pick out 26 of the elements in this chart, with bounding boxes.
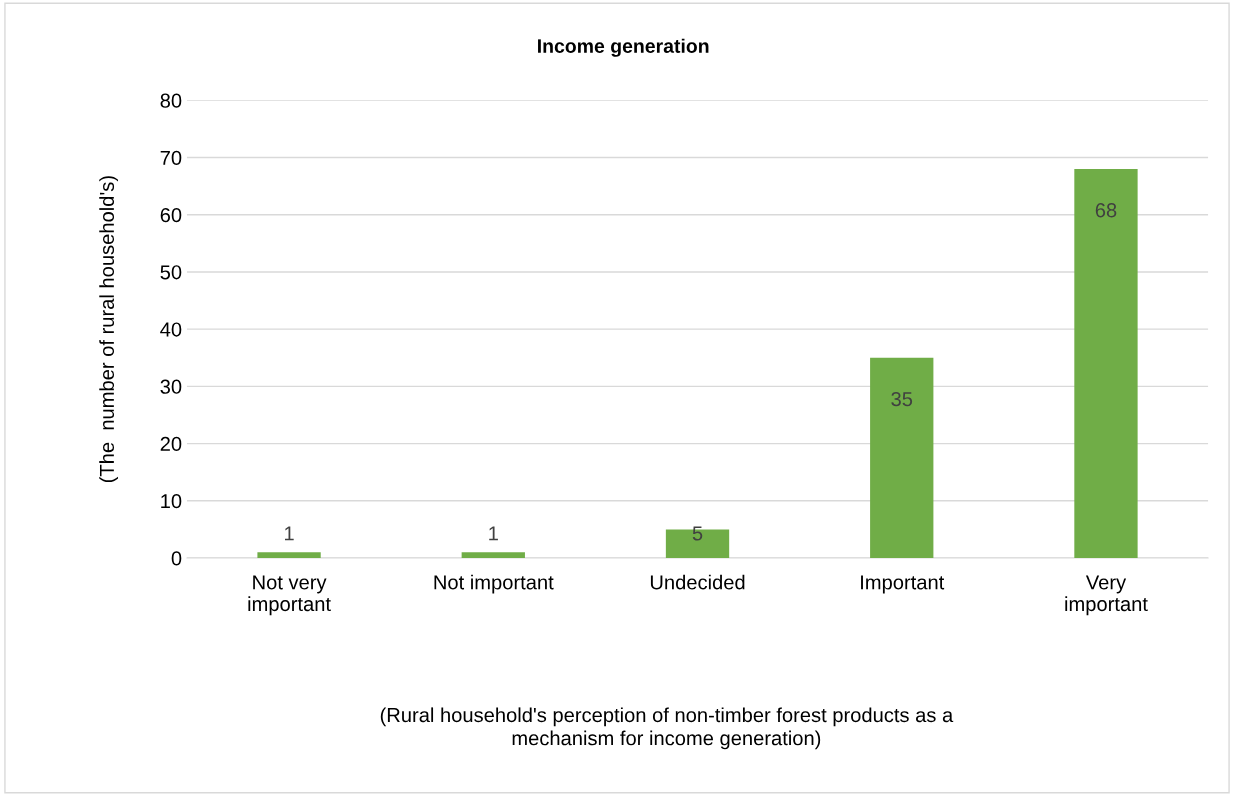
bar	[461, 552, 525, 558]
chart-title: Income generation	[538, 38, 709, 57]
y-tick-label: 60	[160, 207, 182, 223]
data-label: 35	[891, 391, 913, 407]
bar	[1074, 168, 1138, 558]
x-tick-label: Undecided	[650, 574, 745, 590]
y-tick-label: 0	[171, 551, 182, 566]
x-tick-label: Not important	[434, 574, 554, 594]
y-tick-label: 40	[160, 322, 182, 337]
y-tick-label: 70	[160, 150, 182, 165]
y-tick-label: 30	[160, 379, 182, 394]
bar	[870, 357, 934, 558]
x-axis-title: (Rural household's perception of non-timber forest products as a mechanism for income generation)	[380, 707, 954, 750]
x-tick-label: Very important	[1065, 575, 1148, 616]
x-tick-label: Not very important	[248, 575, 331, 616]
bar	[257, 552, 321, 558]
data-label: 1	[489, 526, 498, 541]
y-tick-label: 10	[161, 494, 182, 509]
y-tick-label: 50	[160, 265, 182, 280]
y-tick-label: 20	[160, 436, 182, 452]
y-axis-title: (The number of rural household's)	[99, 176, 119, 483]
y-tick-label: 80	[160, 93, 182, 108]
data-label: 68	[1095, 203, 1117, 218]
x-tick-label: Important	[861, 575, 945, 594]
data-label: 1	[285, 526, 294, 541]
data-label: 5	[692, 526, 703, 541]
